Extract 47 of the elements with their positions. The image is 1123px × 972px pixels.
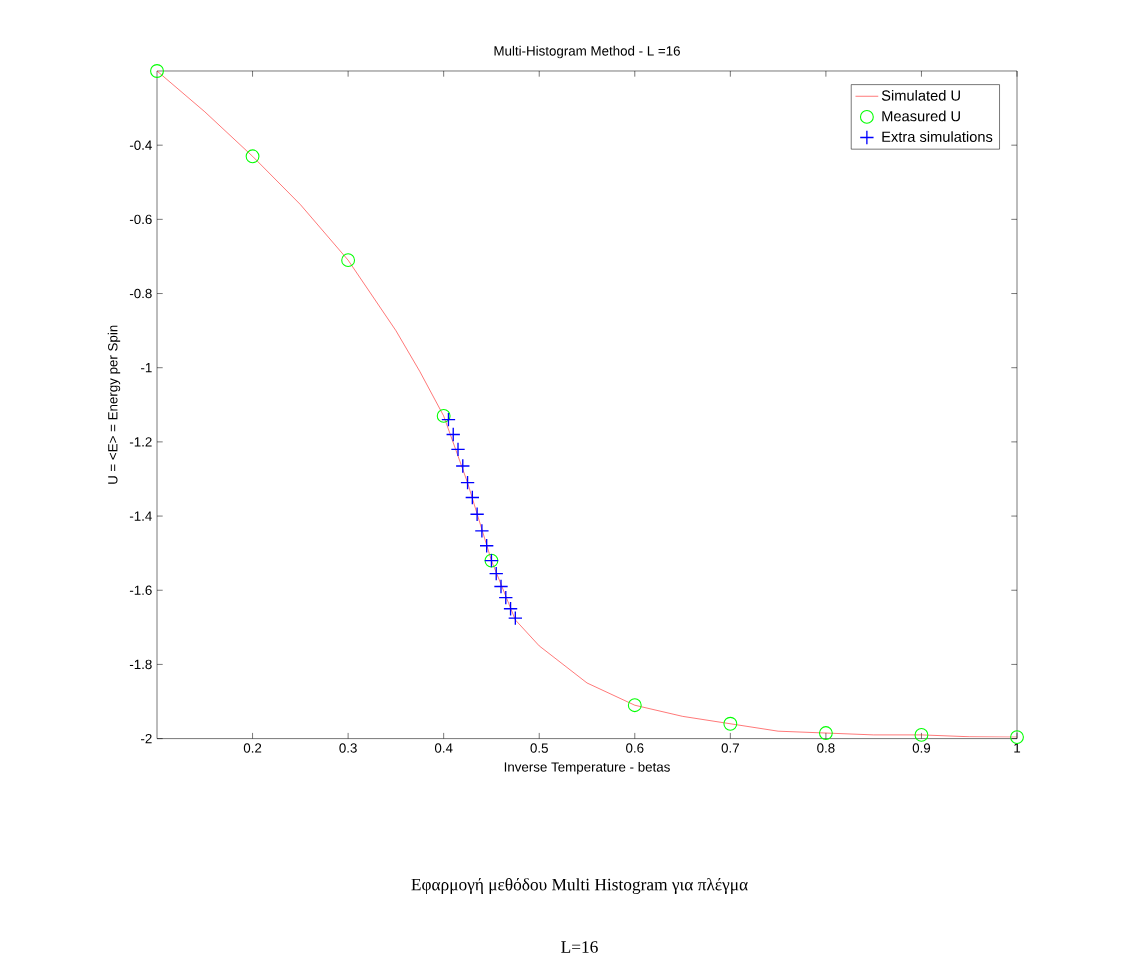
point bbox=[493, 579, 509, 594]
x-tick-label: 0.9 bbox=[912, 743, 931, 753]
legend-label: Extra simulations bbox=[882, 131, 993, 142]
point bbox=[488, 566, 504, 581]
x-tick-label: 0.2 bbox=[243, 743, 262, 753]
x-tick-label: 0.8 bbox=[817, 743, 835, 753]
point bbox=[1010, 730, 1024, 745]
text: Εφαρμογή μεθόδου Multi Histogram για πλέγμα bbox=[411, 878, 748, 894]
point bbox=[436, 408, 451, 423]
point bbox=[498, 590, 514, 605]
point bbox=[479, 538, 495, 554]
x-tick-label: 0.6 bbox=[626, 743, 644, 753]
legend-label: Simulated U bbox=[881, 89, 960, 101]
y-tick-label: -1.8 bbox=[129, 659, 152, 670]
y-tick-label: -1 bbox=[141, 363, 152, 373]
y-tick-label: -1.2 bbox=[129, 437, 152, 447]
x-tick-label: 0.3 bbox=[339, 743, 357, 753]
point bbox=[455, 458, 471, 474]
point bbox=[341, 253, 356, 268]
point bbox=[818, 726, 833, 740]
point bbox=[445, 427, 461, 442]
x-axis-title: Inverse Temperature - betas bbox=[504, 761, 670, 775]
point bbox=[474, 523, 490, 539]
legend-label: Measured U bbox=[882, 110, 960, 122]
point bbox=[465, 490, 480, 505]
y-tick-label: -1.4 bbox=[129, 511, 152, 521]
x-tick-label: 0.5 bbox=[530, 743, 548, 753]
y-tick-label: -0.4 bbox=[129, 140, 152, 150]
x-tick-label: 0.7 bbox=[721, 743, 739, 753]
x-tick-label: 0.4 bbox=[434, 743, 453, 753]
point bbox=[441, 412, 456, 427]
y-tick-label: -0.8 bbox=[129, 288, 152, 299]
point bbox=[245, 149, 260, 164]
point bbox=[469, 506, 485, 522]
point bbox=[627, 698, 642, 713]
y-tick-label: -2 bbox=[141, 733, 152, 744]
point bbox=[914, 727, 929, 742]
point bbox=[450, 441, 466, 457]
x-tick-label: 1 bbox=[1014, 743, 1021, 753]
point bbox=[150, 64, 164, 78]
y-tick-label: -0.6 bbox=[129, 214, 152, 225]
chart-title: Multi-Histogram Method - L =16 bbox=[494, 45, 680, 59]
point bbox=[460, 475, 475, 491]
y-axis-title: U = <E> = Energy per Spin bbox=[107, 325, 121, 484]
y-tick-label: -1.6 bbox=[129, 585, 152, 595]
text: L=16 bbox=[561, 941, 598, 953]
point bbox=[723, 716, 738, 731]
